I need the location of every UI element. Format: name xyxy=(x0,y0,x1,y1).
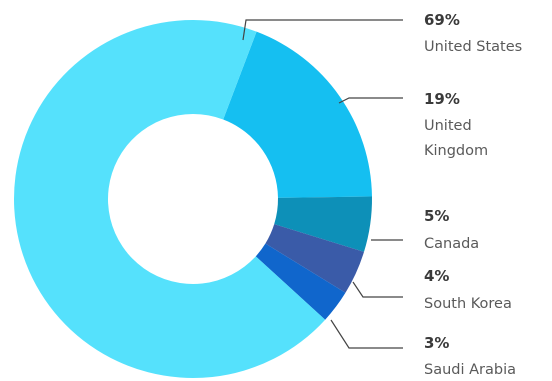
data-label-name-united-kingdom: Kingdom xyxy=(424,143,488,159)
chart-data-labels: 69% United States 19% United Kingdom 5% Canada… xyxy=(424,11,522,378)
leader-line-saudi-arabia xyxy=(330,319,403,349)
data-label-percent-south-korea: 4% xyxy=(424,267,449,285)
data-label-name-united-kingdom: United xyxy=(424,118,472,134)
data-label-percent-united-kingdom: 19% xyxy=(424,90,460,108)
data-label-name-united-states: United States xyxy=(424,39,522,55)
data-label-percent-saudi-arabia: 3% xyxy=(424,334,449,352)
chart-slices xyxy=(13,19,372,379)
data-label-percent-united-states: 69% xyxy=(424,11,460,29)
chart-leader-lines xyxy=(242,19,403,349)
slice-united-kingdom xyxy=(223,31,372,198)
data-label-name-south-korea: South Korea xyxy=(424,296,512,312)
slice-united-states xyxy=(13,19,326,379)
data-label-name-saudi-arabia: Saudi Arabia xyxy=(424,362,516,378)
slice-south-korea xyxy=(265,224,364,293)
leader-line-united-kingdom xyxy=(338,97,403,104)
slice-canada xyxy=(274,196,372,252)
leader-line-south-korea xyxy=(352,281,403,298)
leader-line-united-states xyxy=(242,19,403,41)
data-label-name-canada: Canada xyxy=(424,236,479,252)
data-label-percent-canada: 5% xyxy=(424,207,449,225)
slice-saudi-arabia xyxy=(255,243,346,320)
